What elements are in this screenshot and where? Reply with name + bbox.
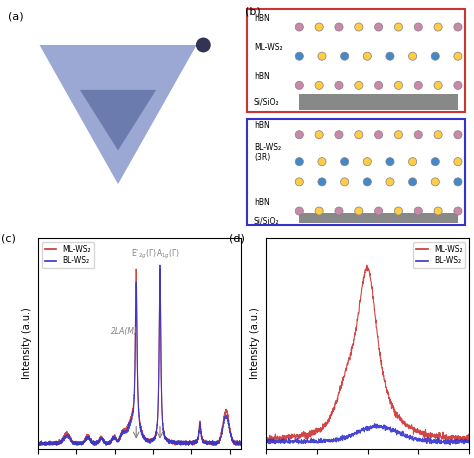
Circle shape (374, 131, 383, 139)
Circle shape (454, 82, 462, 89)
Circle shape (363, 178, 371, 186)
Circle shape (431, 52, 439, 60)
Circle shape (374, 82, 383, 89)
Circle shape (295, 158, 303, 166)
Circle shape (318, 52, 326, 60)
Legend: ML-WS₂, BL-WS₂: ML-WS₂, BL-WS₂ (42, 242, 94, 268)
Circle shape (434, 23, 442, 31)
Text: 80 μm: 80 μm (144, 184, 168, 193)
Circle shape (335, 207, 343, 215)
Circle shape (409, 52, 417, 60)
Circle shape (335, 131, 343, 139)
Circle shape (386, 158, 394, 166)
Circle shape (409, 158, 417, 166)
Circle shape (434, 131, 442, 139)
Bar (299, 94, 458, 110)
Circle shape (414, 207, 422, 215)
Circle shape (454, 52, 462, 60)
Polygon shape (80, 90, 156, 150)
Text: 2LA(M): 2LA(M) (111, 327, 138, 336)
Circle shape (414, 82, 422, 89)
Circle shape (355, 82, 363, 89)
Circle shape (454, 207, 462, 215)
Circle shape (431, 158, 439, 166)
Text: hBN: hBN (254, 72, 270, 81)
Circle shape (394, 207, 402, 215)
Circle shape (431, 178, 439, 186)
Circle shape (363, 52, 371, 60)
Circle shape (355, 23, 363, 31)
Circle shape (295, 23, 303, 31)
Circle shape (315, 23, 323, 31)
Y-axis label: Intensity (a.u.): Intensity (a.u.) (22, 308, 32, 379)
Y-axis label: Intensity (a.u.): Intensity (a.u.) (250, 308, 260, 379)
Circle shape (409, 178, 417, 186)
Circle shape (315, 131, 323, 139)
Circle shape (454, 178, 462, 186)
Circle shape (394, 23, 402, 31)
Circle shape (386, 52, 394, 60)
Circle shape (295, 131, 303, 139)
Circle shape (295, 207, 303, 215)
Legend: ML-WS₂, BL-WS₂: ML-WS₂, BL-WS₂ (413, 242, 465, 268)
Circle shape (295, 52, 303, 60)
Circle shape (434, 82, 442, 89)
Text: A$_{1g}$(Γ): A$_{1g}$(Γ) (156, 248, 180, 261)
Circle shape (318, 178, 326, 186)
Circle shape (394, 131, 402, 139)
Circle shape (197, 38, 210, 52)
Circle shape (355, 131, 363, 139)
Circle shape (318, 158, 326, 166)
Text: (b): (b) (245, 7, 261, 17)
Circle shape (295, 178, 303, 186)
Circle shape (355, 207, 363, 215)
Circle shape (340, 178, 349, 186)
Circle shape (315, 82, 323, 89)
Circle shape (386, 178, 394, 186)
Circle shape (335, 23, 343, 31)
Text: ML-WS₂: ML-WS₂ (254, 43, 283, 52)
Circle shape (315, 207, 323, 215)
Circle shape (434, 207, 442, 215)
Polygon shape (39, 45, 197, 184)
Circle shape (295, 82, 303, 89)
Circle shape (335, 82, 343, 89)
Circle shape (363, 158, 371, 166)
Bar (247, 119, 465, 224)
Text: E'$_{2g}$(Γ): E'$_{2g}$(Γ) (131, 248, 156, 261)
Text: Si/SiO₂: Si/SiO₂ (254, 98, 280, 107)
Circle shape (414, 23, 422, 31)
Text: (d): (d) (229, 234, 245, 244)
Circle shape (374, 207, 383, 215)
Bar (299, 213, 458, 224)
Circle shape (340, 52, 349, 60)
Text: hBN: hBN (254, 14, 270, 22)
Circle shape (374, 23, 383, 31)
Text: hBN: hBN (254, 197, 270, 207)
Text: (a): (a) (8, 11, 24, 22)
Circle shape (394, 82, 402, 89)
Circle shape (454, 158, 462, 166)
Circle shape (454, 131, 462, 139)
Circle shape (454, 23, 462, 31)
Text: BL-WS₂
(3R): BL-WS₂ (3R) (254, 143, 281, 163)
Bar (247, 9, 465, 112)
Text: hBN: hBN (254, 121, 270, 130)
Text: Si/SiO₂: Si/SiO₂ (254, 217, 280, 226)
Circle shape (340, 158, 349, 166)
Circle shape (414, 131, 422, 139)
Text: (c): (c) (1, 234, 16, 244)
